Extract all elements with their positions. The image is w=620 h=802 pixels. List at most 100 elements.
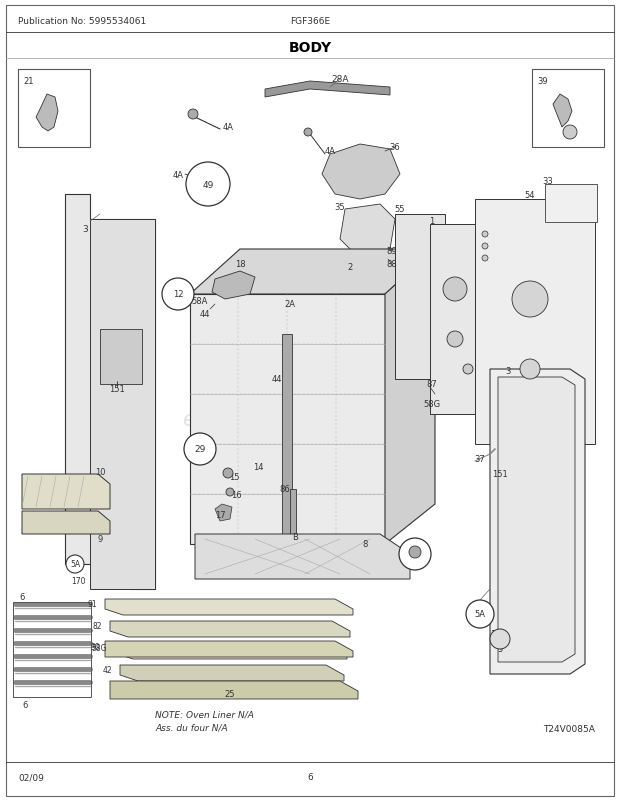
Text: 90: 90	[91, 642, 100, 652]
Text: 49: 49	[202, 180, 214, 189]
Text: 170: 170	[71, 577, 86, 585]
Circle shape	[184, 433, 216, 465]
Polygon shape	[430, 225, 490, 415]
Polygon shape	[385, 249, 435, 545]
Bar	[18, 70, 90, 148]
Bar	[545, 184, 597, 223]
Polygon shape	[190, 249, 435, 294]
Text: 15: 15	[229, 473, 239, 482]
Polygon shape	[198, 172, 218, 195]
Text: 16: 16	[231, 491, 241, 500]
Circle shape	[443, 277, 467, 302]
Polygon shape	[498, 378, 575, 662]
Text: 170: 170	[490, 630, 506, 638]
Polygon shape	[22, 512, 110, 534]
Text: 14: 14	[253, 463, 264, 472]
Circle shape	[186, 163, 230, 207]
Text: 1: 1	[430, 217, 435, 226]
Text: 55: 55	[395, 205, 405, 214]
Text: 44: 44	[272, 375, 282, 384]
Polygon shape	[115, 643, 347, 659]
Polygon shape	[194, 439, 208, 457]
Text: 6: 6	[19, 593, 25, 602]
Polygon shape	[212, 272, 255, 300]
Text: 36: 36	[389, 144, 401, 152]
Text: 39: 39	[537, 77, 547, 86]
Text: 33: 33	[542, 177, 554, 186]
Circle shape	[482, 244, 488, 249]
Text: 3: 3	[505, 367, 511, 376]
Text: 3: 3	[82, 225, 88, 234]
Polygon shape	[110, 622, 350, 638]
Text: 151: 151	[109, 385, 125, 394]
Text: 8: 8	[362, 540, 368, 549]
Polygon shape	[110, 681, 358, 699]
Text: 6: 6	[307, 772, 313, 781]
Polygon shape	[322, 145, 400, 200]
Text: T24V0085A: T24V0085A	[543, 724, 595, 734]
Polygon shape	[172, 286, 183, 302]
Polygon shape	[90, 220, 155, 589]
Text: 18: 18	[235, 260, 246, 269]
Circle shape	[399, 538, 431, 570]
Text: 89: 89	[387, 247, 397, 256]
Polygon shape	[36, 95, 58, 132]
Text: 29: 29	[194, 445, 206, 454]
Circle shape	[66, 555, 84, 573]
Polygon shape	[195, 534, 410, 579]
Polygon shape	[215, 504, 232, 521]
Text: 82: 82	[92, 622, 102, 630]
Bar	[13, 602, 91, 697]
Polygon shape	[265, 82, 390, 98]
Polygon shape	[340, 205, 395, 255]
Circle shape	[304, 129, 312, 137]
Text: 6: 6	[22, 701, 27, 710]
Text: 25: 25	[224, 690, 235, 699]
Text: 43: 43	[409, 550, 421, 559]
Text: 88: 88	[387, 260, 397, 269]
Text: 28A: 28A	[331, 75, 348, 84]
Polygon shape	[105, 642, 353, 657]
Text: FGF366E: FGF366E	[290, 18, 330, 26]
Circle shape	[520, 359, 540, 379]
Polygon shape	[553, 95, 572, 128]
Text: 12: 12	[173, 290, 184, 299]
Text: 91: 91	[87, 600, 97, 609]
Text: 5A: 5A	[474, 610, 485, 618]
Polygon shape	[190, 294, 385, 545]
Text: 42: 42	[102, 666, 112, 674]
Circle shape	[466, 600, 494, 628]
Text: 4A: 4A	[223, 124, 234, 132]
Text: 86: 86	[280, 485, 290, 494]
Circle shape	[490, 630, 510, 649]
Bar	[532, 70, 604, 148]
Text: 58G: 58G	[423, 400, 441, 409]
Circle shape	[188, 110, 198, 119]
Polygon shape	[65, 195, 155, 589]
Circle shape	[223, 468, 233, 479]
Text: 44: 44	[200, 310, 210, 319]
Text: 58A: 58A	[192, 297, 208, 306]
Text: 10: 10	[95, 468, 105, 477]
Text: 2A: 2A	[285, 300, 296, 309]
Text: 4A: 4A	[172, 170, 184, 180]
Text: 151: 151	[492, 470, 508, 479]
Polygon shape	[105, 599, 353, 615]
Text: 17: 17	[215, 511, 225, 520]
Text: 2: 2	[347, 263, 353, 272]
Circle shape	[563, 126, 577, 140]
Text: 58G: 58G	[92, 644, 107, 653]
Circle shape	[482, 232, 488, 237]
Text: 54: 54	[525, 190, 535, 199]
Text: 35: 35	[335, 202, 345, 211]
Bar	[100, 330, 142, 384]
Text: 87: 87	[427, 380, 437, 389]
Polygon shape	[490, 370, 585, 674]
Polygon shape	[475, 200, 595, 444]
Text: 5: 5	[497, 645, 503, 654]
Circle shape	[447, 331, 463, 347]
Circle shape	[512, 282, 548, 318]
Polygon shape	[120, 665, 344, 681]
Circle shape	[226, 488, 234, 496]
Polygon shape	[22, 475, 110, 509]
